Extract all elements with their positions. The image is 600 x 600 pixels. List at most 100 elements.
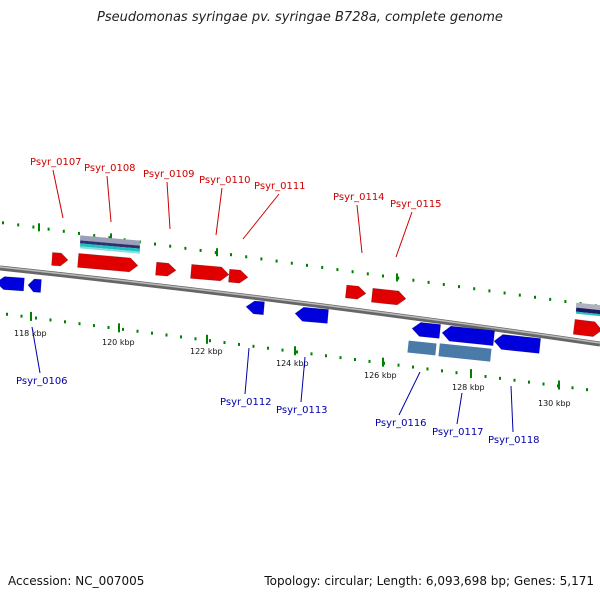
label-leader [244, 347, 250, 395]
gene-arrow [155, 261, 177, 277]
gene-label: Psyr_0114 [333, 192, 385, 203]
feature-bar [575, 302, 600, 311]
tick-dot [354, 358, 356, 362]
tick-major [118, 323, 120, 333]
gene-label: Psyr_0108 [84, 163, 136, 174]
tick-dot [20, 314, 23, 318]
label-leader [510, 385, 514, 433]
label-leader [215, 187, 223, 236]
topology-text: Topology: circular; Length: 6,093,698 bp… [264, 574, 594, 588]
tick-major [110, 233, 112, 242]
tick-dot [296, 350, 298, 354]
tick-dot [542, 382, 545, 386]
gene-arrow [411, 322, 441, 339]
tick-dot [412, 365, 414, 369]
genome-backbone [0, 265, 600, 347]
tick-dot [223, 341, 226, 345]
tick-dot [93, 324, 95, 328]
tick-major [558, 380, 560, 390]
tick-dot [499, 376, 501, 380]
gene-arrow [190, 264, 230, 282]
tick-dot [441, 369, 443, 373]
tick-dot [397, 276, 400, 280]
tick-dot [290, 261, 293, 265]
tick-dot [366, 272, 369, 276]
gene-arrow [77, 253, 139, 273]
gene-arrow [228, 268, 249, 284]
tick-dot [17, 223, 20, 227]
tick-label: 120 kbp [102, 338, 135, 347]
label-leader [106, 175, 112, 223]
tick-dot [382, 274, 384, 278]
tick-dot [484, 374, 487, 378]
gene-label: Psyr_0110 [199, 175, 251, 186]
tick-dot [151, 331, 153, 335]
tick-dot [513, 378, 516, 382]
tick-major [382, 357, 384, 367]
tick-dot [209, 339, 211, 343]
tick-dot [32, 225, 35, 229]
map-title: Pseudomonas syringae pv. syringae B728a,… [97, 10, 503, 25]
gene-label: Psyr_0112 [220, 397, 272, 408]
tick-dot [107, 325, 110, 329]
tick-label: 122 kbp [190, 347, 223, 356]
tick-dot [488, 289, 491, 293]
feature-bar [80, 246, 140, 254]
tick-dot [230, 253, 232, 257]
gene-arrow [493, 334, 541, 354]
tick-dot [528, 380, 530, 384]
tick-dot [64, 320, 66, 324]
tick-dot [199, 248, 202, 252]
label-leader [456, 392, 463, 425]
tick-dot [281, 348, 284, 352]
tick-dot [47, 227, 50, 231]
tick-dot [62, 229, 65, 233]
tick-dot [473, 287, 476, 291]
tick-major [216, 248, 218, 257]
tick-dot [351, 270, 354, 274]
tick-label: 130 kbp [538, 399, 571, 408]
feature-bar [407, 340, 437, 356]
gene-label: Psyr_0109 [143, 169, 195, 180]
label-leader [356, 204, 363, 254]
tick-dot [455, 371, 458, 375]
tick-major [30, 311, 32, 321]
tick-dot [564, 300, 567, 304]
feature-bar [79, 240, 141, 249]
tick-dot [169, 244, 172, 248]
tick-dot [260, 257, 263, 261]
gene-arrow [27, 278, 42, 293]
tick-major [38, 223, 40, 232]
gene-features [0, 235, 600, 362]
tick-dot [252, 344, 255, 348]
tick-dot [165, 333, 168, 337]
tick-dot [586, 388, 588, 392]
gene-label: Psyr_0117 [432, 427, 484, 438]
label-leader [395, 211, 413, 258]
tick-dot [267, 346, 269, 350]
label-leader [166, 181, 171, 230]
label-leader [242, 193, 280, 240]
tick-dot [184, 246, 187, 250]
tick-dot [49, 318, 52, 322]
tick-dot [442, 282, 445, 286]
gene-arrow [345, 284, 367, 300]
gene-arrow [0, 276, 25, 292]
tick-major [294, 346, 296, 356]
tick-label: 128 kbp [452, 383, 485, 392]
tick-dot [122, 327, 124, 331]
tick-dot [503, 291, 506, 295]
tick-dot [136, 329, 139, 333]
tick-label: 126 kbp [364, 371, 397, 380]
tick-dot [154, 242, 156, 246]
gene-label: Psyr_0107 [30, 157, 82, 168]
tick-dot [325, 354, 327, 358]
tick-major [206, 334, 208, 344]
feature-bar [575, 307, 600, 315]
gene-arrow [371, 287, 407, 306]
label-leader [52, 169, 64, 219]
tick-dot [336, 268, 339, 272]
tick-dot [78, 231, 80, 235]
tick-dot [339, 356, 342, 360]
